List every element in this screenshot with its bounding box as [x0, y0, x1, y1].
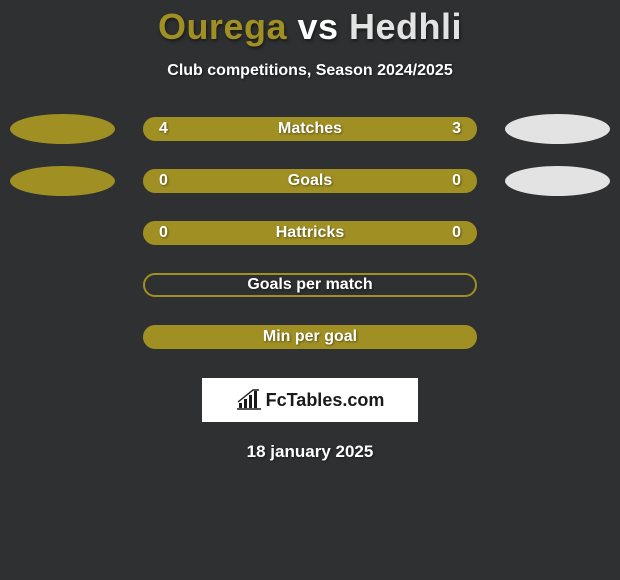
player2-ellipse [505, 114, 610, 144]
stat-row: Min per goal [0, 322, 620, 352]
stat-row: 0 Goals 0 [0, 166, 620, 196]
stat-bar: Min per goal [143, 325, 477, 349]
stat-label: Min per goal [263, 328, 357, 346]
stat-bar: 0 Goals 0 [143, 169, 477, 193]
stat-row: Goals per match [0, 270, 620, 300]
player2-ellipse [505, 166, 610, 196]
stat-value-left: 4 [159, 120, 168, 138]
stat-label: Goals [288, 172, 332, 190]
subtitle: Club competitions, Season 2024/2025 [0, 62, 620, 80]
stat-bar: 0 Hattricks 0 [143, 221, 477, 245]
stat-value-right: 0 [452, 224, 461, 242]
vs-text: vs [287, 6, 349, 47]
stat-value-left: 0 [159, 224, 168, 242]
source-logo: FcTables.com [202, 378, 418, 422]
snapshot-date: 18 january 2025 [0, 442, 620, 462]
player1-ellipse [10, 166, 115, 196]
stat-label: Goals per match [247, 276, 372, 294]
stat-row: 4 Matches 3 [0, 114, 620, 144]
player1-ellipse [10, 114, 115, 144]
stats-rows: 4 Matches 3 0 Goals 0 0 Hattricks 0 Goals per mat… [0, 114, 620, 352]
stat-value-right: 0 [452, 172, 461, 190]
barchart-icon [236, 389, 262, 411]
stat-value-right: 3 [452, 120, 461, 138]
player1-name: Ourega [158, 6, 287, 47]
logo-text: FcTables.com [266, 390, 385, 411]
player2-name: Hedhli [349, 6, 462, 47]
stat-value-left: 0 [159, 172, 168, 190]
stat-label: Matches [278, 120, 342, 138]
comparison-title: Ourega vs Hedhli [0, 0, 620, 48]
stat-bar: Goals per match [143, 273, 477, 297]
stat-label: Hattricks [276, 224, 344, 242]
stat-row: 0 Hattricks 0 [0, 218, 620, 248]
stat-bar: 4 Matches 3 [143, 117, 477, 141]
